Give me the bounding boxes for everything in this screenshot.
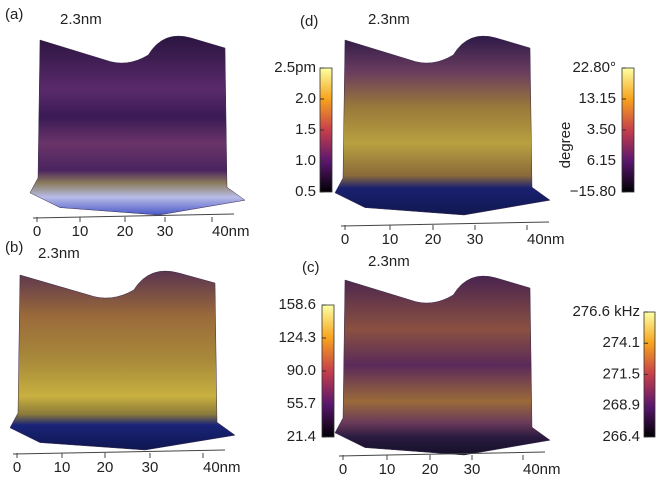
x-tick-label: 40nm: [212, 223, 250, 240]
x-tick-label: 0: [339, 461, 347, 478]
x-tick-label: 20: [117, 223, 134, 240]
x-tick-label: 40nm: [527, 231, 565, 248]
surface: [29, 35, 246, 216]
height-label: 2.3nm: [38, 245, 80, 262]
x-tick-label: 10: [382, 231, 399, 248]
colorbar-tick-label: 271.5: [602, 365, 640, 382]
height-label: 2.3nm: [368, 11, 410, 28]
colorbar-tick-label: 0.5: [295, 183, 316, 200]
panel-label: (a): [5, 6, 23, 23]
x-tick-label: 40nm: [523, 461, 561, 478]
colorbar-tick-label: 21.4: [287, 428, 316, 445]
x-tick-label: 10: [72, 223, 89, 240]
colorbar-tick-label: 266.4: [602, 428, 640, 445]
colorbar-tick-label: 90.0: [287, 362, 316, 379]
height-label: 2.3nm: [60, 11, 102, 28]
x-tick-label: 40nm: [203, 459, 241, 476]
surface: [9, 270, 236, 451]
colorbar-tick-label: −15.80: [570, 183, 616, 200]
x-tick-label: 30: [464, 461, 481, 478]
colorbar-tick-label: 3.50: [587, 121, 616, 138]
colorbar-tick-label: 124.3: [278, 329, 316, 346]
surface: [334, 35, 551, 216]
x-axis: [12, 449, 226, 455]
colorbar-tick-label: 55.7: [287, 395, 316, 412]
colorbar-tick-label: 2.0: [295, 90, 316, 107]
x-tick-label: 10: [379, 461, 396, 478]
x-tick-label: 20: [97, 459, 114, 476]
colorbar-title: degree: [557, 122, 574, 169]
x-tick-label: 0: [33, 223, 41, 240]
panel-label: (b): [5, 239, 23, 256]
colorbar-tick-label: 22.80°: [572, 59, 616, 76]
panel-label: (c): [302, 259, 320, 276]
height-label: 2.3nm: [368, 253, 410, 270]
colorbar-tick-label: 6.15: [587, 152, 616, 169]
x-tick-label: 20: [422, 461, 439, 478]
colorbar-tick-label: 1.5: [295, 121, 316, 138]
panel: (a) 2.3nm 0 10 20 30 40nm 2.5pm 2.0 1.5 1.0 0.5: [5, 6, 333, 240]
panel: (c) 2.3nm 0 10 20 30 40nm 276.6 kHz 274.1 271.5 26…: [302, 253, 656, 478]
panel: (b) 2.3nm 0 10 20 30 40nm 158.6 124.3 90.0 55.7 21.…: [5, 239, 335, 476]
x-tick-label: 30: [157, 223, 174, 240]
colorbar-tick-label: 2.5pm: [274, 59, 316, 76]
panel: (d) 2.3nm 0 10 20 30 40nm 22.80° 13.15 3.50 6.15 −1…: [300, 11, 635, 248]
x-tick-label: 10: [54, 459, 71, 476]
colorbar-tick-label: 13.15: [578, 90, 616, 107]
x-tick-label: 20: [425, 231, 442, 248]
colorbar-tick-label: 268.9: [602, 397, 640, 414]
surface: [334, 275, 551, 456]
x-axis: [338, 451, 546, 457]
colorbar-tick-label: 274.1: [602, 334, 640, 351]
colorbar-tick-label: 1.0: [295, 152, 316, 169]
x-tick-label: 30: [467, 231, 484, 248]
panel-label: (d): [300, 13, 318, 30]
x-tick-label: 0: [13, 459, 21, 476]
x-axis: [340, 221, 550, 227]
x-tick-label: 0: [341, 231, 349, 248]
x-tick-label: 30: [142, 459, 159, 476]
x-axis: [32, 213, 235, 219]
colorbar-tick-label: 276.6 kHz: [572, 303, 640, 320]
colorbar-tick-label: 158.6: [278, 296, 316, 313]
